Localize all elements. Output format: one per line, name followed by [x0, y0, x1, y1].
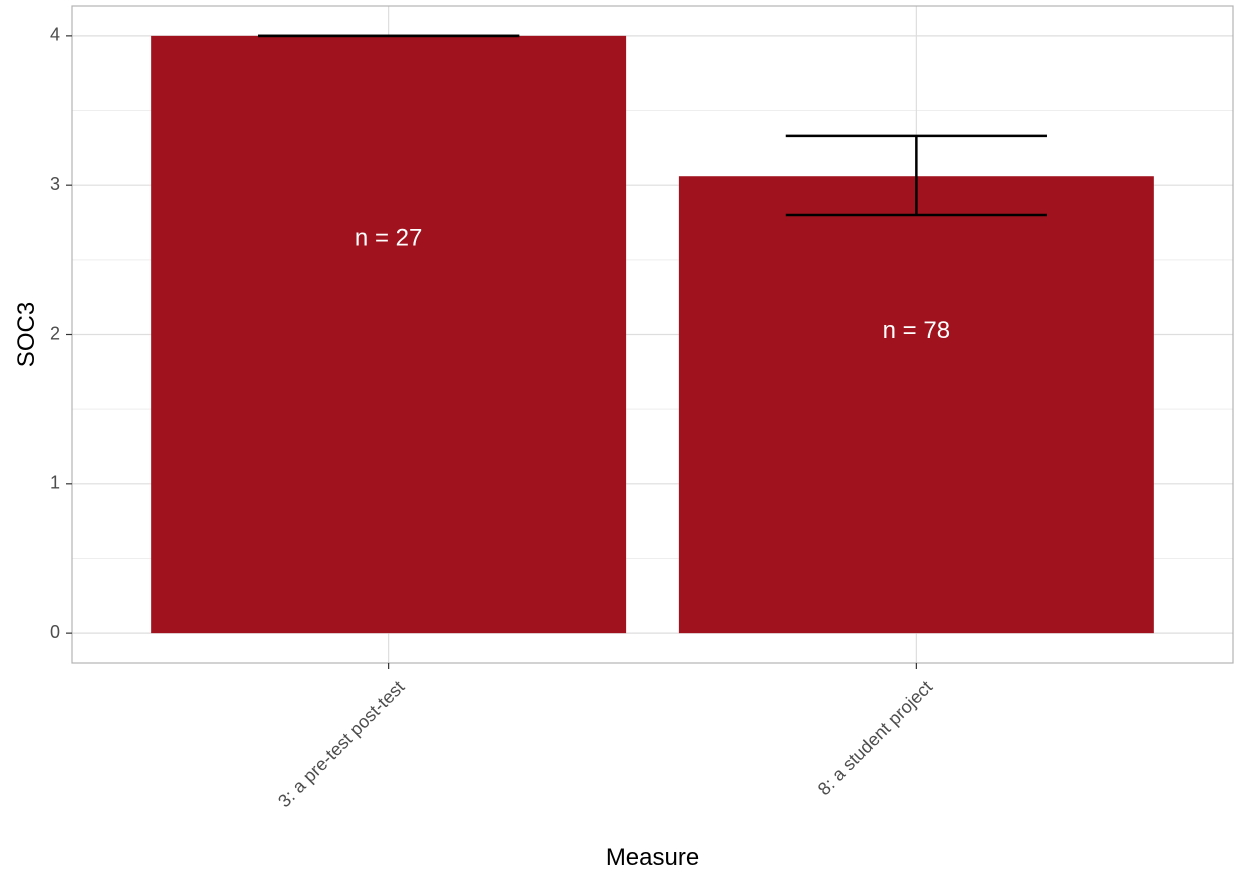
x-tick-label: 3: a pre-test post-test — [274, 677, 408, 811]
x-tick-label: 8: a student project — [814, 677, 936, 799]
bar — [151, 35, 627, 634]
error-bars — [258, 34, 1047, 217]
x-axis-ticks: 3: a pre-test post-test 8: a student proj… — [274, 663, 936, 811]
y-tick-label: 4 — [50, 25, 60, 45]
y-tick-label: 2 — [50, 323, 60, 343]
bar-labels: n = 27 n = 78 — [355, 224, 950, 344]
y-tick-label: 0 — [50, 622, 60, 642]
bar-label: n = 27 — [355, 224, 422, 251]
error-bar — [785, 134, 1047, 217]
y-axis-title: SOC3 — [13, 302, 40, 367]
bars — [151, 35, 1154, 634]
bar-label: n = 78 — [883, 317, 950, 344]
y-axis-ticks: 0 1 2 3 4 — [50, 25, 72, 642]
y-tick-label: 1 — [50, 473, 60, 493]
x-axis-title: Measure — [606, 844, 699, 871]
y-tick-label: 3 — [50, 174, 60, 194]
bar — [678, 176, 1154, 634]
